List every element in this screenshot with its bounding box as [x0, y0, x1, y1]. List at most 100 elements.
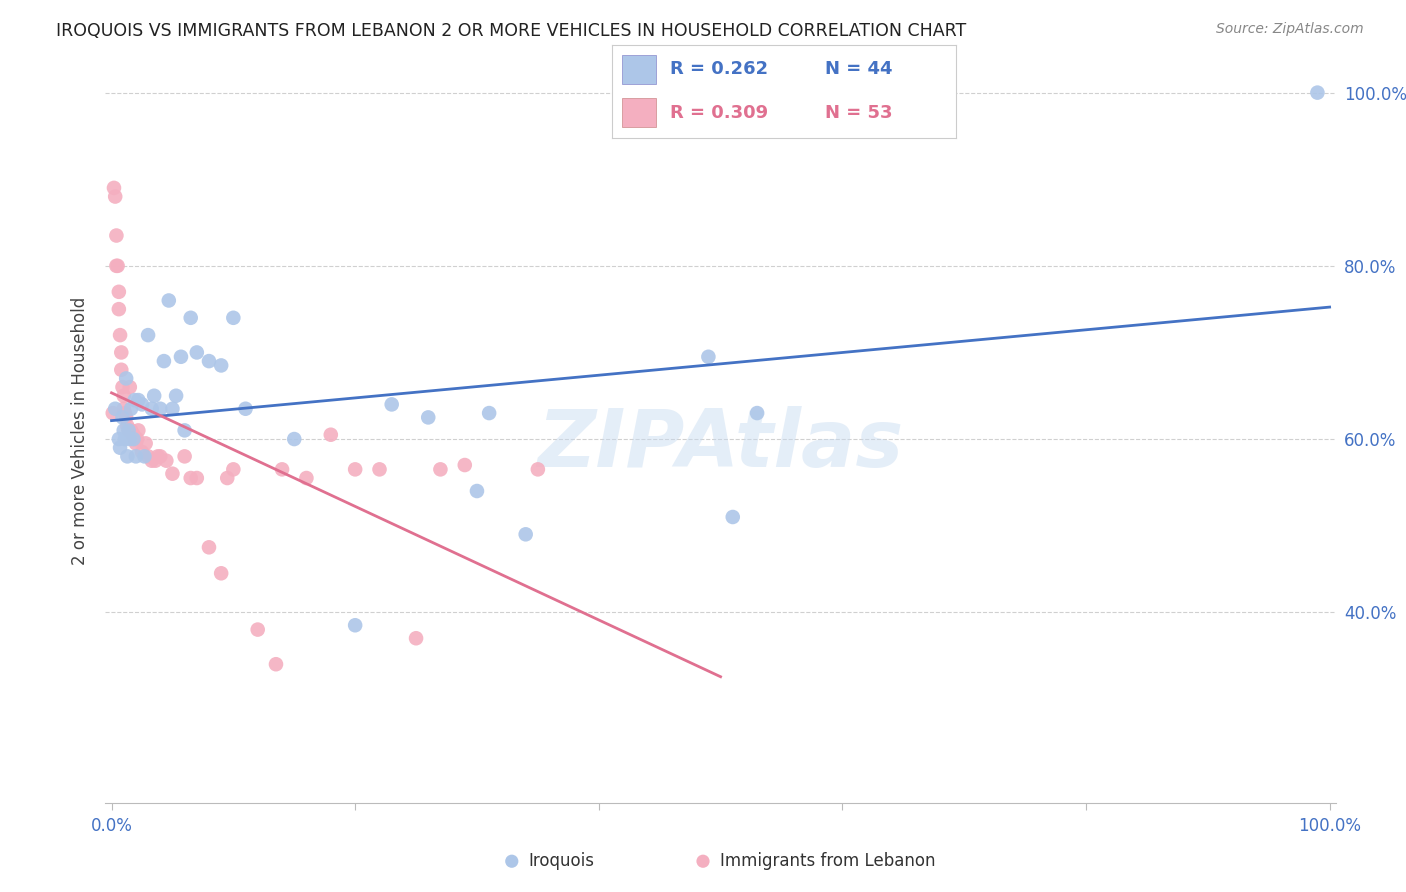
Point — [1306, 86, 1329, 100]
Point — [186, 471, 208, 485]
Text: R = 0.262: R = 0.262 — [671, 61, 768, 78]
Point — [105, 228, 128, 243]
Point — [114, 406, 136, 420]
Point — [418, 410, 440, 425]
Point — [198, 541, 221, 555]
Point — [120, 424, 142, 438]
Text: Source: ZipAtlas.com: Source: ZipAtlas.com — [1216, 22, 1364, 37]
Point — [104, 189, 127, 203]
Point — [162, 467, 184, 481]
Point — [149, 450, 172, 464]
Point — [162, 401, 184, 416]
Point — [108, 302, 131, 317]
Point — [180, 310, 202, 325]
Point — [135, 436, 157, 450]
Point — [381, 397, 404, 411]
Point — [692, 855, 714, 869]
Point — [112, 389, 135, 403]
Point — [114, 432, 136, 446]
Point — [405, 632, 427, 646]
Point — [222, 462, 245, 476]
Text: ZIPAtlas: ZIPAtlas — [537, 406, 904, 484]
Point — [117, 450, 139, 464]
Bar — [621, 98, 657, 127]
Point — [117, 424, 139, 438]
Point — [264, 657, 287, 672]
Point — [108, 328, 131, 343]
Point — [217, 471, 239, 485]
Point — [127, 393, 149, 408]
Point — [235, 401, 257, 416]
Point — [136, 450, 159, 464]
Point — [146, 450, 169, 464]
Point — [127, 432, 149, 446]
Point — [141, 453, 163, 467]
Point — [465, 483, 488, 498]
Point — [122, 427, 145, 442]
Point — [134, 450, 156, 464]
Point — [153, 354, 176, 368]
Text: Immigrants from Lebanon: Immigrants from Lebanon — [720, 852, 935, 871]
Text: Iroquois: Iroquois — [529, 852, 595, 871]
Point — [222, 310, 245, 325]
Point — [117, 424, 139, 438]
Point — [165, 389, 187, 403]
Point — [368, 462, 391, 476]
Text: IROQUOIS VS IMMIGRANTS FROM LEBANON 2 OR MORE VEHICLES IN HOUSEHOLD CORRELATION : IROQUOIS VS IMMIGRANTS FROM LEBANON 2 OR… — [56, 22, 966, 40]
Point — [295, 471, 318, 485]
Point — [112, 401, 135, 416]
Point — [209, 359, 232, 373]
Text: R = 0.309: R = 0.309 — [671, 103, 768, 121]
Point — [112, 424, 135, 438]
Point — [143, 389, 166, 403]
Point — [117, 419, 139, 434]
Point — [101, 406, 124, 420]
Point — [344, 618, 367, 632]
Point — [198, 354, 221, 368]
Bar — [621, 55, 657, 84]
Text: N = 53: N = 53 — [825, 103, 893, 121]
Point — [283, 432, 305, 446]
Point — [131, 445, 153, 459]
Point — [104, 401, 127, 416]
Point — [145, 453, 167, 467]
Point — [170, 350, 193, 364]
Point — [180, 471, 202, 485]
Point — [527, 462, 550, 476]
Point — [131, 397, 153, 411]
Point — [108, 441, 131, 455]
Point — [115, 410, 138, 425]
Point — [173, 450, 195, 464]
Point — [118, 432, 141, 446]
Point — [344, 462, 367, 476]
Point — [155, 453, 177, 467]
Point — [108, 285, 131, 299]
Point — [186, 345, 208, 359]
Point — [127, 424, 149, 438]
Point — [271, 462, 294, 476]
Point — [478, 406, 501, 420]
Point — [745, 406, 768, 420]
Point — [118, 380, 141, 394]
Point — [429, 462, 451, 476]
Point — [105, 259, 128, 273]
Point — [108, 432, 131, 446]
Point — [103, 181, 125, 195]
Point — [124, 432, 146, 446]
Point — [120, 401, 142, 416]
Point — [111, 380, 134, 394]
Point — [209, 566, 232, 581]
Point — [122, 432, 145, 446]
Point — [515, 527, 537, 541]
Text: N = 44: N = 44 — [825, 61, 893, 78]
Point — [125, 436, 148, 450]
Y-axis label: 2 or more Vehicles in Household: 2 or more Vehicles in Household — [72, 296, 90, 565]
Point — [721, 510, 744, 524]
Point — [124, 393, 146, 408]
Point — [157, 293, 180, 308]
Point — [121, 427, 143, 442]
Point — [141, 401, 163, 416]
Point — [173, 424, 195, 438]
Point — [501, 855, 523, 869]
Point — [246, 623, 269, 637]
